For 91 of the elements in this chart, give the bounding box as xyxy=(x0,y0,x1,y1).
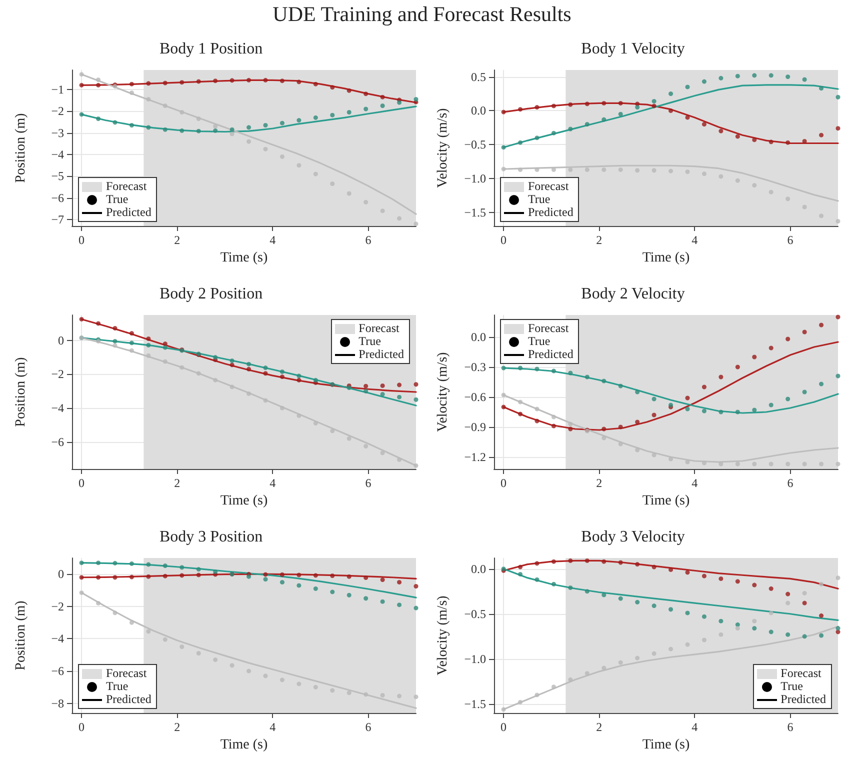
y-tick-label: −7 xyxy=(51,212,64,226)
y-tick-label: −8 xyxy=(51,696,64,710)
x-tick-label: 4 xyxy=(692,720,698,734)
x-axis-title: Time (s) xyxy=(220,493,268,508)
x-tick-label: 0 xyxy=(500,720,507,734)
y-tick-label: −0.9 xyxy=(464,420,486,434)
x-tick-label: 2 xyxy=(174,720,180,734)
band-label: Forecast xyxy=(358,321,400,335)
y-tick-label: −0.3 xyxy=(464,360,486,374)
x-axis-title: Time (s) xyxy=(220,737,268,752)
chart-title: UDE Training and Forecast Results xyxy=(272,2,572,27)
legend-label: True xyxy=(106,192,128,206)
y-tick-label: −0.5 xyxy=(464,138,486,152)
band-label: Forecast xyxy=(106,666,147,680)
legend-label: Predicted xyxy=(106,205,152,219)
x-axis-title: Time (s) xyxy=(220,250,268,266)
x-tick-label: 0 xyxy=(78,720,85,734)
x-tick-label: 2 xyxy=(174,476,180,490)
x-axis-title: Time (s) xyxy=(642,493,690,508)
y-tick-label: −1.5 xyxy=(464,205,486,220)
band-label: Forecast xyxy=(106,179,147,193)
x-tick-label: 2 xyxy=(174,233,180,247)
x-tick-label: 2 xyxy=(596,476,602,490)
chart-title: Body 3 Position xyxy=(159,528,263,546)
y-tick-label: −4 xyxy=(51,401,64,416)
y-axis-title: Position (m) xyxy=(14,356,28,427)
legend-label: Predicted xyxy=(528,205,574,219)
x-tick-label: 2 xyxy=(596,233,602,247)
x-tick-label: 0 xyxy=(78,233,85,247)
y-tick-label: −0.6 xyxy=(464,390,486,404)
y-tick-label: −1.0 xyxy=(464,172,486,186)
band-label: Forecast xyxy=(528,321,569,335)
x-tick-label: 6 xyxy=(365,233,372,247)
y-tick-label: 0.0 xyxy=(471,104,486,118)
y-tick-label: −4 xyxy=(51,148,64,162)
x-tick-label: 6 xyxy=(365,476,372,490)
legend-label: True xyxy=(106,679,128,693)
x-tick-label: 4 xyxy=(270,720,276,734)
y-axis-title: Velocity (m/s) xyxy=(436,352,450,432)
y-axis-title: Velocity (m/s) xyxy=(436,108,450,188)
y-tick-label: −4 xyxy=(51,632,64,646)
legend-label: True xyxy=(780,679,803,693)
chart-title: Body 2 Velocity xyxy=(581,286,685,302)
legend-label: True xyxy=(358,334,381,348)
legend-label: True xyxy=(528,192,550,206)
y-tick-label: −6 xyxy=(51,434,64,449)
legend-label: Predicted xyxy=(106,692,152,706)
x-tick-label: 6 xyxy=(787,720,794,734)
x-tick-label: 4 xyxy=(270,233,276,247)
x-tick-label: 0 xyxy=(500,476,507,490)
y-axis-title: Position (m) xyxy=(14,600,28,670)
x-tick-label: 4 xyxy=(692,476,698,490)
legend-label: Predicted xyxy=(780,692,826,706)
y-axis-title: Position (m) xyxy=(14,112,28,183)
x-tick-label: 0 xyxy=(500,233,507,247)
y-tick-label: −6 xyxy=(51,190,64,205)
x-axis-title: Time (s) xyxy=(642,737,690,752)
y-tick-label: −3 xyxy=(51,126,64,140)
chart-title: Body 2 Position xyxy=(159,286,263,302)
legend-label: True xyxy=(528,334,550,348)
x-tick-label: 6 xyxy=(787,476,794,490)
y-tick-label: 0 xyxy=(58,333,64,348)
y-tick-label: −5 xyxy=(51,169,64,184)
y-tick-label: −1 xyxy=(51,82,64,96)
x-tick-label: 0 xyxy=(78,476,85,490)
y-tick-label: −6 xyxy=(51,664,64,678)
band-label: Forecast xyxy=(528,179,569,193)
y-tick-label: −2 xyxy=(51,367,64,382)
band-label: Forecast xyxy=(780,666,822,680)
y-tick-label: −2 xyxy=(51,104,64,118)
y-tick-label: −1.0 xyxy=(464,652,486,666)
x-tick-label: 6 xyxy=(365,720,372,734)
y-axis-title: Velocity (m/s) xyxy=(436,595,450,676)
x-tick-label: 4 xyxy=(692,233,698,247)
y-tick-label: −2 xyxy=(51,599,64,614)
x-tick-label: 6 xyxy=(787,233,794,247)
y-tick-label: −1.2 xyxy=(464,450,486,464)
y-tick-label: 0 xyxy=(58,567,64,582)
chart-title: Body 3 Velocity xyxy=(581,528,685,546)
y-tick-label: 0.5 xyxy=(471,70,486,84)
x-tick-label: 2 xyxy=(596,720,602,734)
y-tick-label: 0.0 xyxy=(471,330,486,344)
y-tick-label: 0.0 xyxy=(471,562,486,576)
y-tick-label: −0.5 xyxy=(464,606,486,621)
legend-label: Predicted xyxy=(528,347,574,361)
x-tick-label: 4 xyxy=(270,476,276,490)
chart-title: Body 1 Velocity xyxy=(581,40,685,58)
y-tick-label: −1.5 xyxy=(464,696,486,711)
chart-subtitle: Body 1 Position xyxy=(159,40,263,58)
legend-label: Predicted xyxy=(358,347,404,361)
x-axis-title: Time (s) xyxy=(642,250,690,266)
